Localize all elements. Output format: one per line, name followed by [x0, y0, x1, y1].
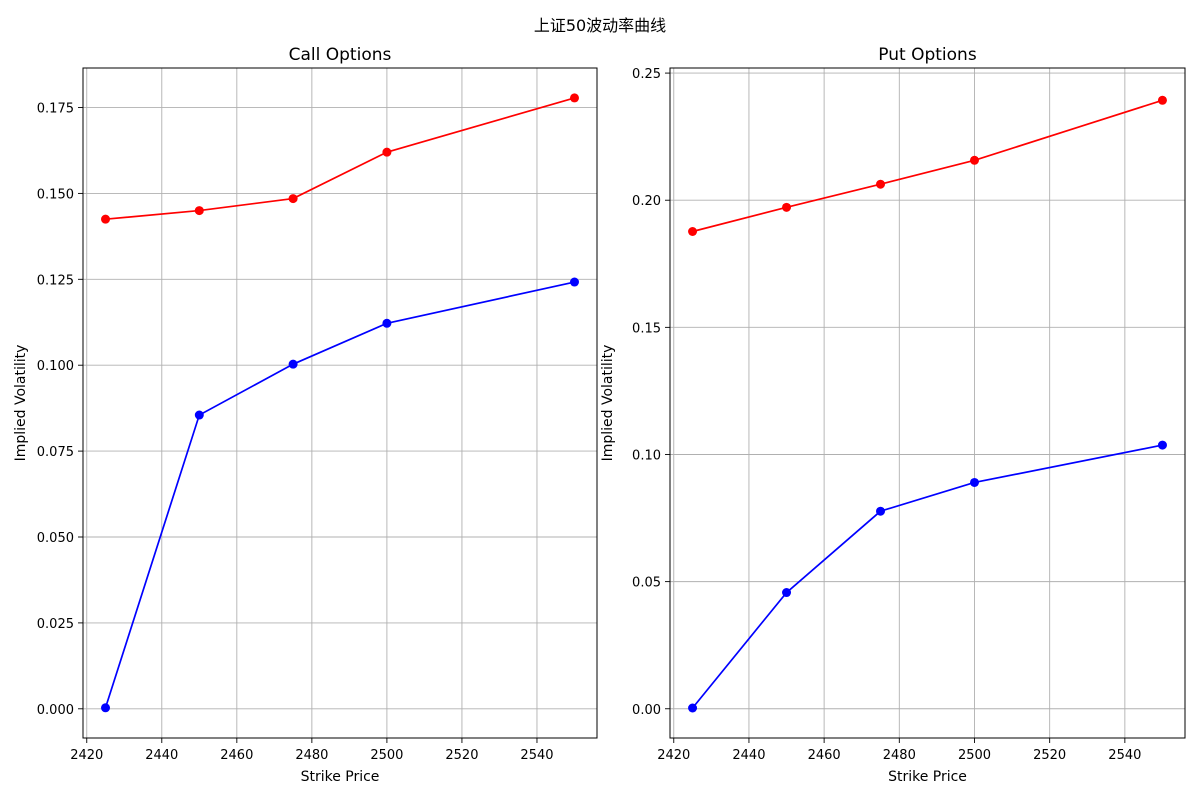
x-tick-label: 2420: [70, 748, 103, 763]
data-point: [194, 206, 204, 216]
data-point: [876, 179, 886, 189]
panel-1: 2420 2440 2460 2480 2500 2520 2540 0.000 0.025 0.…: [13, 45, 598, 785]
y-tick-label: 0.20: [632, 194, 661, 209]
y-tick-label: 0.10: [632, 448, 661, 463]
data-point: [876, 506, 886, 516]
data-point: [194, 410, 204, 420]
data-point: [688, 703, 698, 713]
y-tick-label: 0.025: [37, 617, 74, 632]
y-axis-label: Implied Volatility: [600, 345, 616, 462]
y-tick-label: 0.100: [37, 359, 74, 374]
y-tick-label: 0.05: [632, 576, 661, 591]
y-tick-label: 0.150: [37, 187, 74, 202]
y-tick-label: 0.050: [37, 531, 74, 546]
data-point: [101, 703, 111, 713]
x-axis-label: Strike Price: [888, 769, 967, 785]
data-point: [288, 194, 298, 204]
y-tick-label: 0.075: [37, 445, 74, 460]
y-tick-label: 0.000: [37, 703, 74, 718]
panel-title: Call Options: [289, 45, 392, 65]
data-point: [688, 226, 698, 236]
x-tick-label: 2520: [445, 748, 478, 763]
x-tick-label: 2500: [958, 748, 991, 763]
data-point: [1157, 440, 1167, 450]
x-tick-label: 2500: [370, 748, 403, 763]
data-point: [782, 202, 792, 212]
data-point: [569, 277, 579, 287]
x-tick-label: 2480: [883, 748, 916, 763]
panel-2: 2420 2440 2460 2480 2500 2520 2540 0.00 0.05 0.10…: [600, 45, 1186, 785]
data-point: [782, 588, 792, 598]
y-tick-label: 0.125: [37, 273, 74, 288]
series-line-1: [105, 97, 575, 221]
data-point: [101, 214, 111, 224]
data-point: [569, 93, 579, 103]
x-axis-label: Strike Price: [301, 769, 380, 785]
y-tick-label: 0.25: [632, 67, 661, 82]
data-point: [382, 147, 392, 157]
y-axis-label: Implied Volatility: [13, 345, 29, 462]
series-line-2: [104, 281, 575, 709]
data-point: [288, 359, 298, 369]
x-tick-label: 2480: [295, 748, 328, 763]
x-tick-label: 2460: [220, 748, 253, 763]
axes-frame: [82, 67, 598, 739]
x-tick-label: 2440: [732, 748, 765, 763]
data-point: [382, 318, 392, 328]
data-point: [969, 155, 979, 165]
series-line-1: [692, 99, 1163, 233]
figure-title: 上证50波动率曲线: [533, 16, 667, 35]
series-line-2: [691, 444, 1163, 709]
panel-title: Put Options: [878, 45, 977, 65]
x-tick-label: 2460: [808, 748, 841, 763]
data-point: [1157, 95, 1167, 105]
data-point: [969, 477, 979, 487]
y-tick-label: 0.175: [37, 102, 74, 117]
y-tick-label: 0.00: [632, 703, 661, 718]
x-tick-label: 2440: [145, 748, 178, 763]
axes-frame: [669, 67, 1186, 739]
x-tick-label: 2520: [1033, 748, 1066, 763]
x-tick-label: 2420: [657, 748, 690, 763]
x-tick-label: 2540: [520, 748, 553, 763]
x-tick-label: 2540: [1108, 748, 1141, 763]
y-tick-label: 0.15: [632, 321, 661, 336]
